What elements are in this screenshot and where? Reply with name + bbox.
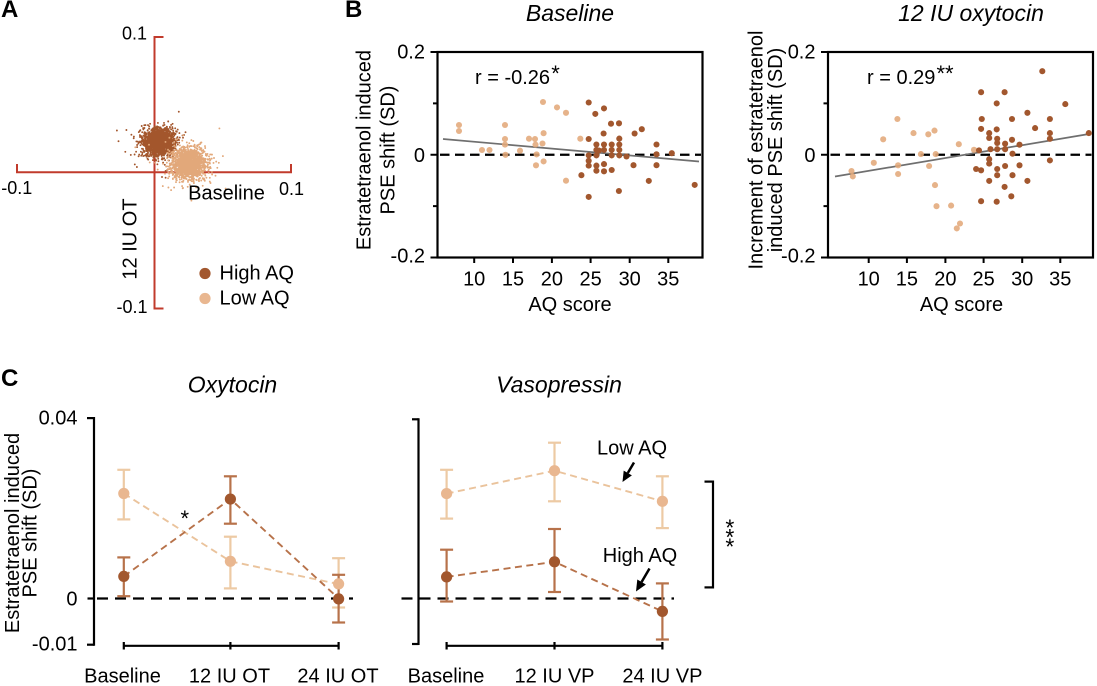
svg-text:10: 10 (463, 269, 485, 291)
svg-text:15: 15 (896, 269, 918, 291)
svg-text:12 IU VP: 12 IU VP (514, 666, 594, 686)
svg-text:-0.01: -0.01 (32, 634, 78, 656)
svg-text:0.1: 0.1 (279, 179, 304, 199)
svg-text:Estratetraenol induced: Estratetraenol induced (2, 433, 24, 633)
svg-text:30: 30 (1011, 269, 1033, 291)
svg-text:-0.1: -0.1 (116, 297, 147, 317)
svg-text:0.2: 0.2 (788, 41, 816, 63)
svg-text:30: 30 (619, 269, 641, 291)
svg-text:20: 20 (541, 269, 563, 291)
svg-text:A: A (1, 0, 18, 23)
svg-text:35: 35 (1049, 269, 1071, 291)
svg-text:Estratetraenol induced: Estratetraenol induced (354, 50, 376, 250)
svg-text:Baseline: Baseline (526, 0, 614, 26)
svg-text:-0.2: -0.2 (781, 246, 815, 268)
svg-text:0: 0 (66, 589, 77, 611)
svg-text:25: 25 (579, 269, 601, 291)
svg-text:AQ score: AQ score (920, 294, 1003, 316)
svg-text:*: * (551, 61, 560, 86)
svg-text:Low AQ: Low AQ (597, 438, 667, 460)
svg-text:High AQ: High AQ (603, 545, 677, 567)
svg-text:-0.2: -0.2 (391, 246, 425, 268)
svg-text:B: B (345, 0, 362, 23)
svg-text:Baseline: Baseline (188, 183, 265, 205)
svg-text:Increment of estratetraenol: Increment of estratetraenol (746, 30, 768, 269)
svg-text:High AQ: High AQ (220, 263, 294, 285)
svg-text:10: 10 (858, 269, 880, 291)
svg-text:AQ score: AQ score (528, 294, 611, 316)
svg-text:**: ** (937, 61, 955, 86)
svg-text:12 IU OT: 12 IU OT (189, 666, 270, 686)
svg-text:r = -0.26: r = -0.26 (475, 67, 550, 89)
svg-text:15: 15 (502, 269, 524, 291)
svg-text:0.2: 0.2 (397, 41, 425, 63)
svg-text:24 IU OT: 24 IU OT (297, 666, 378, 686)
svg-text:*: * (725, 524, 734, 550)
svg-text:-0.1: -0.1 (1, 178, 32, 198)
svg-text:12 IU oxytocin: 12 IU oxytocin (898, 0, 1044, 26)
svg-text:PSE shift (SD): PSE shift (SD) (19, 469, 41, 598)
svg-text:C: C (1, 365, 18, 392)
svg-text:induced PSE shift (SD): induced PSE shift (SD) (765, 48, 787, 253)
svg-text:*: * (181, 506, 190, 531)
svg-text:Oxytocin: Oxytocin (188, 372, 277, 398)
svg-text:Baseline: Baseline (408, 666, 485, 686)
svg-text:24 IU VP: 24 IU VP (622, 666, 702, 686)
svg-text:25: 25 (972, 269, 994, 291)
svg-text:*: * (725, 515, 734, 541)
svg-text:PSE shift (SD): PSE shift (SD) (378, 86, 400, 215)
svg-text:Baseline: Baseline (84, 666, 161, 686)
svg-text:*: * (725, 534, 734, 560)
svg-text:0: 0 (414, 145, 425, 167)
svg-text:20: 20 (934, 269, 956, 291)
svg-text:0.1: 0.1 (122, 23, 147, 43)
svg-text:r = 0.29: r = 0.29 (867, 67, 935, 89)
svg-text:Vasopressin: Vasopressin (496, 372, 622, 398)
svg-text:0: 0 (804, 145, 815, 167)
svg-text:12 IU OT: 12 IU OT (120, 198, 142, 279)
svg-text:0.04: 0.04 (39, 408, 78, 430)
svg-text:35: 35 (657, 269, 679, 291)
svg-text:Low AQ: Low AQ (220, 288, 290, 310)
